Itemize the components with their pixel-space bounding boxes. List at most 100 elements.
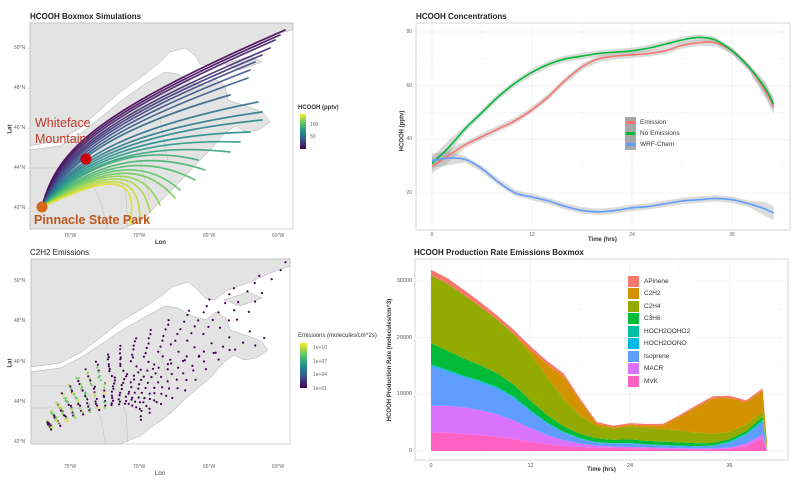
hcooh-legend-title: HCOOH (pptv) bbox=[298, 105, 339, 111]
lat-tick: 44°N bbox=[14, 165, 26, 171]
emission-point bbox=[127, 392, 130, 395]
emission-point bbox=[169, 358, 172, 361]
emission-point bbox=[64, 397, 67, 400]
emissions-map-ylabel: Lat bbox=[7, 358, 14, 368]
emission-point bbox=[102, 395, 106, 399]
emission-point bbox=[119, 391, 122, 394]
area-c2h2 bbox=[431, 275, 767, 449]
emission-point bbox=[157, 381, 160, 384]
legend-swatch bbox=[628, 313, 639, 325]
emission-point bbox=[234, 348, 237, 351]
area-hoch2ooho2 bbox=[431, 364, 767, 450]
emission-point bbox=[76, 402, 79, 406]
emission-point bbox=[46, 422, 49, 425]
emission-point bbox=[254, 344, 257, 347]
emission-point bbox=[190, 332, 193, 335]
emission-point bbox=[63, 397, 66, 400]
concentrations-xlabel: Time (hrs) bbox=[588, 237, 617, 243]
emission-point bbox=[79, 409, 83, 412]
legend-label: MVK bbox=[644, 377, 659, 385]
emission-point bbox=[167, 319, 170, 322]
emission-point bbox=[94, 360, 97, 363]
island bbox=[224, 55, 263, 71]
emission-point bbox=[50, 428, 53, 431]
emission-point bbox=[88, 377, 91, 380]
legend-key bbox=[625, 139, 636, 150]
production-ylabel: HCOOH Production Rate (molecules/cm^3) bbox=[387, 298, 393, 422]
emission-point bbox=[60, 407, 63, 410]
emission-point bbox=[58, 423, 61, 426]
emissions-legend-title: Emissions (molecules/cm^2s) bbox=[298, 333, 377, 339]
emission-point bbox=[50, 411, 53, 414]
emission-point bbox=[125, 399, 128, 403]
emission-point bbox=[176, 332, 179, 336]
emission-point bbox=[159, 402, 163, 406]
emission-point bbox=[55, 401, 58, 404]
emission-point bbox=[246, 290, 249, 293]
emission-point bbox=[119, 344, 122, 347]
emissions-map-title: C2H2 Emissions bbox=[30, 248, 90, 257]
hcooh-colorbar bbox=[300, 114, 306, 149]
emission-point bbox=[242, 341, 245, 344]
lat-tick: 44°N bbox=[14, 399, 26, 405]
legend-item: C2H4 bbox=[628, 300, 690, 313]
emission-point bbox=[211, 318, 214, 322]
emission-point bbox=[99, 379, 103, 382]
emission-point bbox=[58, 404, 61, 407]
emission-point bbox=[193, 325, 196, 328]
trajectory-line bbox=[41, 159, 206, 208]
production-chart-title: HCOOH Production Rate Emissions Boxmox bbox=[414, 248, 584, 257]
emission-point bbox=[133, 378, 136, 381]
area-hoch2oono bbox=[431, 364, 767, 450]
y-tick: 60 bbox=[406, 82, 412, 89]
emission-point bbox=[132, 348, 135, 351]
emission-point bbox=[78, 382, 81, 386]
production-xlabel: Time (hrs) bbox=[587, 467, 616, 473]
lon-tick: 70°W bbox=[133, 464, 146, 470]
emission-point bbox=[153, 399, 156, 402]
emission-point bbox=[72, 414, 75, 417]
emission-point bbox=[61, 412, 64, 416]
emission-point bbox=[177, 350, 180, 353]
legend-swatch bbox=[628, 275, 639, 287]
emission-point bbox=[111, 399, 115, 402]
emission-point bbox=[279, 269, 282, 272]
emission-point bbox=[62, 394, 65, 397]
confidence-band bbox=[432, 39, 774, 174]
emission-point bbox=[151, 367, 155, 370]
emission-point bbox=[202, 311, 205, 314]
emission-point bbox=[123, 378, 126, 381]
emission-point bbox=[138, 401, 142, 404]
emission-point bbox=[166, 380, 169, 383]
emission-point bbox=[77, 401, 80, 404]
x-tick: 36 bbox=[726, 463, 733, 469]
trajectory-line bbox=[41, 154, 199, 208]
legend-label: HOCH2OOHO2 bbox=[644, 327, 691, 335]
emission-point bbox=[204, 368, 207, 371]
emission-point bbox=[48, 425, 51, 428]
emission-point bbox=[94, 392, 97, 395]
emission-point bbox=[81, 386, 84, 389]
emission-point bbox=[59, 424, 62, 427]
emission-point bbox=[86, 371, 89, 374]
emission-point bbox=[113, 376, 116, 379]
emission-point bbox=[131, 404, 134, 407]
emission-point bbox=[48, 422, 51, 425]
emission-point bbox=[46, 421, 49, 424]
emission-point bbox=[119, 364, 122, 368]
emission-point bbox=[67, 403, 70, 406]
legend-item: Emission bbox=[625, 117, 680, 128]
emission-point bbox=[142, 401, 145, 404]
emission-point bbox=[89, 382, 92, 385]
emission-point bbox=[138, 407, 141, 410]
emission-point bbox=[51, 426, 54, 429]
emission-point bbox=[171, 396, 174, 400]
x-tick: 12 bbox=[529, 232, 535, 238]
legend-item: No Emissions bbox=[625, 128, 680, 139]
legend-item: APinene bbox=[628, 275, 690, 288]
emission-point bbox=[122, 381, 125, 384]
emission-point bbox=[153, 386, 156, 389]
